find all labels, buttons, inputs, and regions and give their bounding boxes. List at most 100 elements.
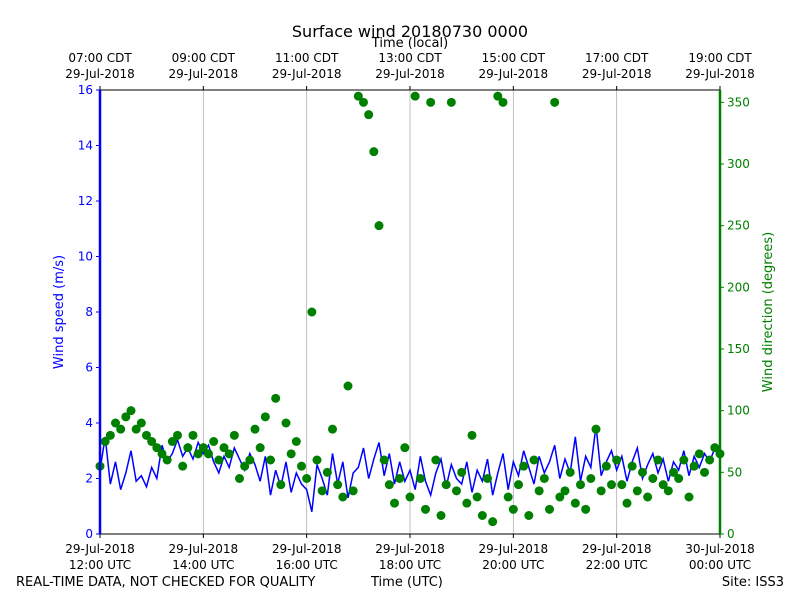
direction-point bbox=[157, 449, 167, 459]
direction-point bbox=[648, 474, 658, 483]
chart-title: Surface wind 20180730 0000 bbox=[292, 22, 528, 41]
direction-point bbox=[524, 511, 534, 520]
x-tick-label: 29-Jul-2018 18:00 UTC bbox=[375, 542, 445, 572]
direction-point bbox=[545, 504, 554, 514]
direction-point bbox=[152, 443, 162, 453]
x2-tick-label: 19:00 CDT 29-Jul-2018 bbox=[685, 51, 755, 81]
direction-point bbox=[188, 430, 198, 440]
direction-point bbox=[214, 455, 224, 465]
direction-point bbox=[343, 381, 353, 391]
direction-point bbox=[627, 461, 637, 471]
direction-point bbox=[689, 461, 699, 471]
direction-point bbox=[369, 147, 379, 157]
x2-tick-label: 07:00 CDT 29-Jul-2018 bbox=[65, 51, 135, 81]
direction-point bbox=[405, 492, 415, 502]
direction-point bbox=[612, 455, 622, 465]
y2-tick-label: 0 bbox=[727, 527, 735, 541]
direction-point bbox=[586, 474, 596, 483]
y2-tick-label: 50 bbox=[727, 465, 742, 479]
direction-point bbox=[136, 418, 146, 428]
direction-point bbox=[421, 504, 430, 514]
direction-point bbox=[173, 430, 182, 440]
direction-point bbox=[710, 443, 720, 453]
direction-point bbox=[488, 517, 498, 527]
direction-point bbox=[224, 449, 234, 459]
direction-point bbox=[281, 418, 291, 428]
direction-point bbox=[250, 424, 260, 434]
direction-point bbox=[632, 486, 642, 496]
direction-point bbox=[178, 461, 188, 471]
x-tick-label: 29-Jul-2018 16:00 UTC bbox=[271, 542, 342, 572]
direction-point bbox=[483, 474, 492, 483]
direction-point bbox=[560, 486, 570, 496]
x2-tick-label: 13:00 CDT 29-Jul-2018 bbox=[375, 51, 445, 81]
direction-point bbox=[679, 455, 689, 465]
direction-point bbox=[167, 437, 177, 446]
direction-point bbox=[591, 424, 601, 434]
direction-point bbox=[291, 437, 301, 446]
direction-point bbox=[338, 492, 348, 502]
direction-point bbox=[100, 437, 110, 446]
x-tick-label: 30-Jul-2018 00:00 UTC bbox=[685, 542, 755, 572]
direction-point bbox=[297, 461, 306, 471]
y2-tick-label: 300 bbox=[727, 157, 750, 171]
direction-point bbox=[235, 474, 244, 483]
x-tick-label: 29-Jul-2018 12:00 UTC bbox=[65, 542, 135, 572]
site-note: Site: ISS3 bbox=[721, 575, 784, 590]
direction-point bbox=[534, 486, 544, 496]
x-axis-label: Time (UTC) bbox=[371, 575, 443, 590]
direction-point bbox=[240, 461, 250, 471]
direction-point bbox=[276, 480, 286, 490]
y-tick-label: 0 bbox=[85, 527, 93, 541]
direction-point bbox=[183, 443, 193, 453]
direction-point bbox=[410, 91, 420, 101]
x-tick-label: 29-Jul-2018 22:00 UTC bbox=[581, 542, 652, 572]
direction-point bbox=[229, 430, 239, 440]
direction-point bbox=[209, 437, 219, 446]
direction-point bbox=[705, 455, 715, 465]
direction-point bbox=[570, 498, 580, 508]
direction-point bbox=[348, 486, 358, 496]
direction-point bbox=[415, 474, 425, 483]
y-tick-label: 12 bbox=[78, 194, 93, 208]
direction-point bbox=[131, 424, 141, 434]
direction-point bbox=[529, 455, 539, 465]
direction-point bbox=[446, 97, 456, 107]
direction-point bbox=[452, 486, 461, 496]
direction-point bbox=[384, 480, 394, 490]
direction-point bbox=[121, 412, 131, 422]
y2-axis-label: Wind direction (degrees) bbox=[761, 232, 776, 392]
direction-point bbox=[601, 461, 611, 471]
direction-point bbox=[322, 467, 332, 477]
direction-point bbox=[472, 492, 482, 502]
direction-point bbox=[617, 480, 627, 490]
direction-point bbox=[193, 449, 203, 459]
direction-point bbox=[245, 455, 255, 465]
direction-point bbox=[581, 504, 591, 514]
direction-point bbox=[390, 498, 399, 508]
direction-point bbox=[550, 97, 560, 107]
direction-point bbox=[503, 492, 513, 502]
direction-point bbox=[457, 467, 467, 477]
y-tick-label: 10 bbox=[78, 250, 93, 264]
direction-point bbox=[105, 430, 115, 440]
y2-tick-label: 350 bbox=[727, 95, 750, 109]
direction-point bbox=[638, 467, 647, 477]
direction-point bbox=[658, 480, 668, 490]
direction-point bbox=[286, 449, 296, 459]
direction-point bbox=[694, 449, 704, 459]
direction-point bbox=[359, 97, 368, 107]
direction-point bbox=[441, 480, 451, 490]
direction-point bbox=[333, 480, 343, 490]
direction-point bbox=[555, 492, 565, 502]
direction-point bbox=[204, 449, 213, 459]
direction-point bbox=[364, 110, 374, 120]
quality-note: REAL-TIME DATA, NOT CHECKED FOR QUALITY bbox=[16, 575, 316, 590]
x2-tick-label: 17:00 CDT 29-Jul-2018 bbox=[581, 51, 652, 81]
y-tick-label: 4 bbox=[85, 416, 93, 430]
direction-point bbox=[111, 418, 120, 428]
y-tick-label: 8 bbox=[85, 305, 93, 319]
direction-point bbox=[653, 455, 663, 465]
direction-point bbox=[400, 443, 410, 453]
direction-point bbox=[328, 424, 337, 434]
